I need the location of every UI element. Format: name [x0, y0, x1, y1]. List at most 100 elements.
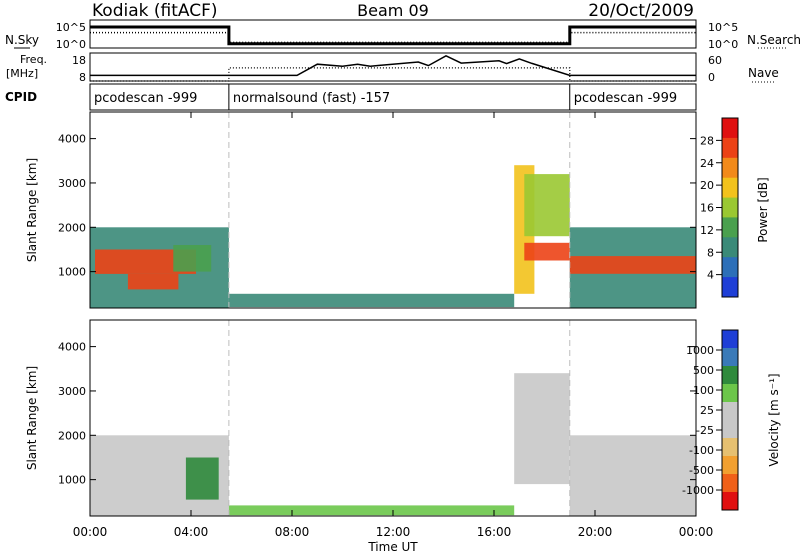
scatter-region: [185, 457, 219, 500]
colorbar-cell: [722, 384, 738, 403]
colorbar-cell: [722, 402, 738, 421]
scatter-region: [524, 174, 570, 237]
freq-unit: [MHz]: [6, 67, 38, 80]
y-tick-label: 2000: [58, 429, 86, 442]
y-tick-label: 4000: [58, 341, 86, 354]
frequency-frame: [89, 52, 697, 82]
n-sky-label: N.Sky: [5, 33, 39, 47]
colorbar-tick-label: -25: [696, 424, 714, 437]
colorbar-tick-label: 100: [693, 384, 714, 397]
velocity-colorbar: -1000 -500 -100 -25 25 100 500 1000: [682, 329, 739, 511]
nave-label: Nave: [748, 66, 779, 80]
velocity-colorbar-label: Velocity [m s⁻¹]: [767, 373, 781, 466]
scatter-region: [524, 242, 570, 261]
y-tick-label: 4000: [58, 133, 86, 146]
time-x-axis: 00:00 04:00 08:00 12:00 16:00 20:00 00:00: [73, 112, 714, 539]
x-tick-label: 04:00: [174, 525, 209, 539]
velocity-y-axis: 1000 2000 3000 4000: [58, 341, 696, 487]
n-search-tick-high: 10^5: [708, 21, 738, 34]
colorbar-tick-label: 4: [707, 269, 714, 282]
n-sky-tick-low: 10^0: [56, 38, 86, 51]
freq-label: Freq.: [20, 53, 47, 66]
velocity-y-label: Slant Range [km]: [25, 366, 39, 470]
noise-line-1: [90, 31, 696, 44]
y-tick-label: 3000: [58, 385, 86, 398]
colorbar-cell: [722, 366, 738, 385]
power-y-axis: 1000 2000 3000 4000: [58, 133, 696, 279]
colorbar-cell: [722, 118, 738, 139]
colorbar-cell: [722, 456, 738, 475]
colorbar-cell: [722, 217, 738, 238]
colorbar-cell: [722, 420, 738, 439]
scatter-region: [228, 505, 515, 516]
scatter-region: [228, 293, 515, 308]
scatter-region: [569, 256, 696, 274]
nave-line: [90, 67, 696, 82]
power-colorbar: 4 8 12 16 20 24 28: [700, 117, 739, 298]
sky-noise-frame: [89, 19, 697, 49]
nave-tick-high: 60: [708, 54, 722, 67]
cpid-segment-label: pcodescan -999: [574, 91, 677, 106]
noise-line-0: [90, 25, 696, 46]
frequency-series: [90, 54, 696, 82]
date-title: 20/Oct/2009: [588, 1, 694, 21]
colorbar-tick-label: 16: [700, 202, 714, 215]
colorbar-cell: [722, 237, 738, 258]
colorbar-tick-label: 12: [700, 224, 714, 237]
colorbar-tick-label: -500: [689, 464, 714, 477]
colorbar-cell: [722, 277, 738, 298]
colorbar-tick-label: -100: [689, 444, 714, 457]
velocity-heatmap: [90, 320, 696, 516]
cpid-segment-label: normalsound (fast) -157: [233, 91, 390, 106]
scatter-region: [569, 435, 696, 516]
n-sky-tick-high: 10^5: [56, 21, 86, 34]
colorbar-cell: [722, 137, 738, 159]
frequency-panel: Freq. [MHz] 18 8 60 0 Nave: [6, 52, 779, 84]
y-tick-label: 1000: [58, 266, 86, 279]
colorbar-tick-label: 1000: [686, 344, 714, 357]
freq-tick-high: 18: [72, 54, 86, 67]
power-heatmap: [90, 112, 696, 308]
y-tick-label: 1000: [58, 474, 86, 487]
power-panel: 1000 2000 3000 4000 Slant Range [km] 4 8 12 16…: [25, 111, 770, 309]
sky-noise-series: [90, 25, 696, 46]
scatter-region: [173, 245, 212, 272]
x-tick-label: 20:00: [578, 525, 613, 539]
colorbar-cell: [722, 157, 738, 179]
x-tick-label: 00:00: [679, 525, 714, 539]
colorbar-tick-label: 28: [700, 134, 714, 147]
colorbar-cell: [722, 197, 738, 218]
colorbar-cell: [722, 257, 738, 278]
station-title: Kodiak (fitACF): [92, 1, 218, 21]
colorbar-tick-label: -1000: [682, 484, 714, 497]
freq-tick-low: 8: [79, 71, 86, 84]
colorbar-cell: [722, 492, 738, 511]
colorbar-tick-label: 25: [700, 404, 714, 417]
n-search-tick-low: 10^0: [708, 38, 738, 51]
colorbar-cell: [722, 177, 738, 199]
cpid-strip: pcodescan -999 normalsound (fast) -157 pco…: [5, 83, 697, 111]
colorbar-cell: [722, 438, 738, 457]
power-y-label: Slant Range [km]: [25, 158, 39, 262]
nave-tick-low: 0: [708, 71, 715, 84]
colorbar-cell: [722, 474, 738, 493]
scatter-region: [127, 273, 179, 290]
x-tick-label: 08:00: [275, 525, 310, 539]
scatter-region: [514, 373, 570, 485]
colorbar-frame: [721, 329, 739, 511]
freq-line: [90, 54, 696, 77]
colorbar-tick-label: 24: [700, 157, 714, 170]
beam-title: Beam 09: [357, 1, 429, 20]
colorbar-tick-label: 8: [707, 246, 714, 259]
power-colorbar-label: Power [dB]: [756, 177, 770, 242]
colorbar-tick-label: 20: [700, 179, 714, 192]
colorbar-tick-label: 500: [693, 364, 714, 377]
cpid-frame: [89, 83, 697, 111]
n-search-label: N.Search: [747, 33, 800, 47]
colorbar-cell: [722, 330, 738, 349]
y-tick-label: 3000: [58, 177, 86, 190]
x-tick-label: 00:00: [73, 525, 108, 539]
cpid-segment-label: pcodescan -999: [94, 91, 197, 106]
